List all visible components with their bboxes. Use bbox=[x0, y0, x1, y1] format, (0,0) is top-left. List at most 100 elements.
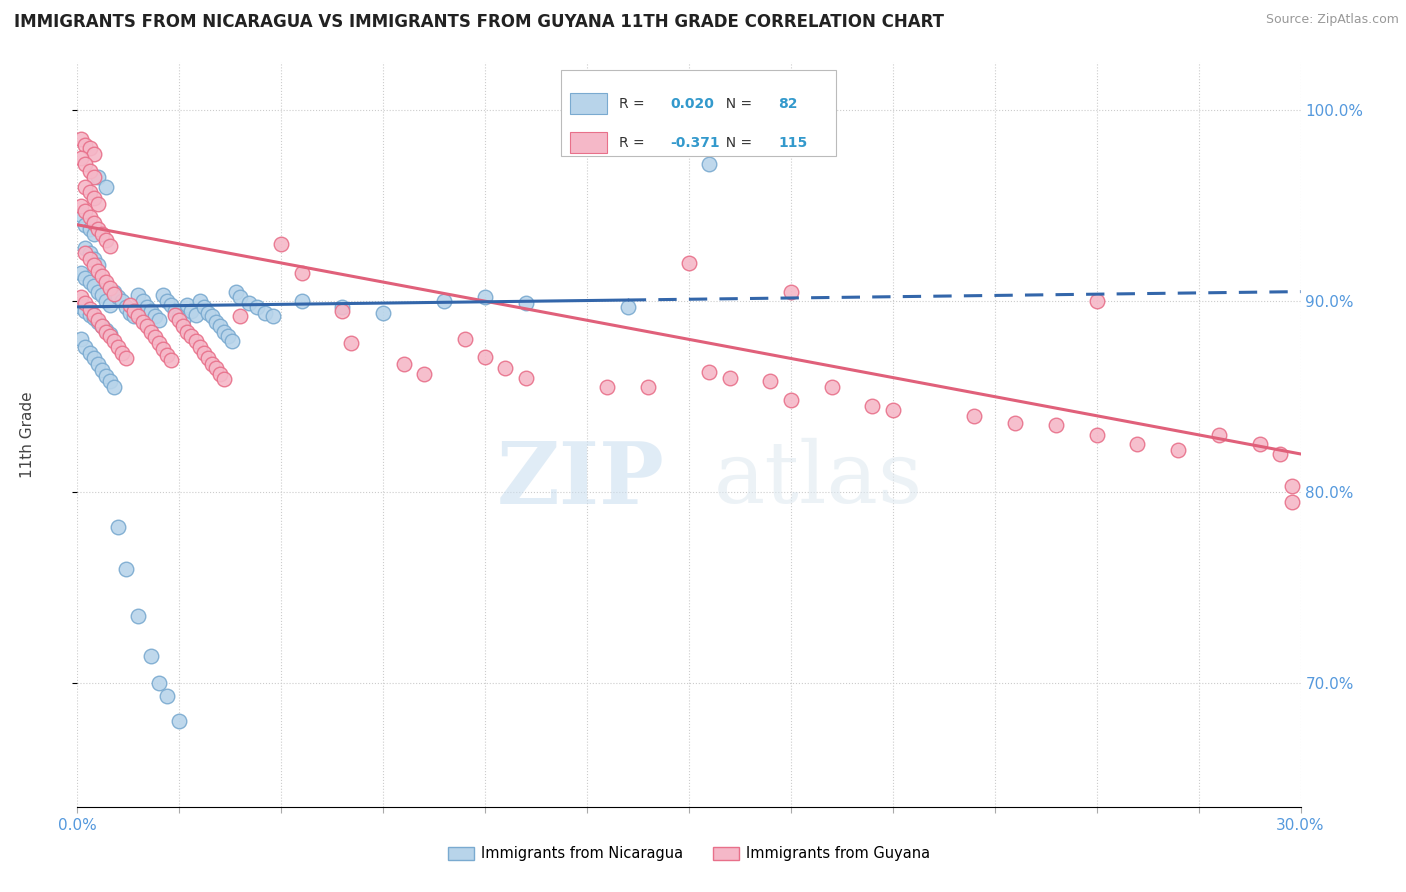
Point bbox=[90, 318, 112, 333]
Point bbox=[1004, 417, 1026, 431]
Point bbox=[70, 132, 93, 146]
Point bbox=[94, 368, 117, 383]
Point bbox=[87, 169, 110, 184]
FancyBboxPatch shape bbox=[571, 132, 607, 153]
Point bbox=[75, 296, 97, 310]
Point bbox=[70, 332, 93, 346]
Point bbox=[212, 372, 235, 386]
Point bbox=[128, 310, 150, 324]
Point bbox=[75, 156, 97, 170]
Point bbox=[1281, 494, 1303, 508]
Point bbox=[1167, 443, 1189, 458]
Point bbox=[124, 303, 146, 318]
Point bbox=[225, 285, 247, 299]
Point bbox=[152, 288, 174, 302]
Point bbox=[70, 300, 93, 314]
Point bbox=[718, 370, 741, 384]
Point bbox=[454, 332, 477, 346]
Point bbox=[70, 199, 93, 213]
Point bbox=[1281, 479, 1303, 493]
Point bbox=[70, 151, 93, 165]
Point bbox=[87, 313, 110, 327]
Point bbox=[83, 252, 105, 267]
Point bbox=[79, 252, 101, 267]
Point bbox=[882, 403, 904, 417]
Text: R =: R = bbox=[619, 96, 650, 111]
Point bbox=[70, 290, 93, 304]
Point bbox=[83, 216, 105, 230]
Point bbox=[83, 351, 105, 366]
Point bbox=[87, 315, 110, 329]
Point bbox=[83, 147, 105, 161]
Text: -0.371: -0.371 bbox=[671, 136, 720, 150]
Point bbox=[172, 318, 194, 333]
Point bbox=[98, 328, 121, 343]
Point bbox=[79, 246, 101, 260]
Point bbox=[184, 308, 207, 322]
Point bbox=[124, 310, 146, 324]
Point bbox=[79, 210, 101, 224]
Point bbox=[699, 365, 721, 379]
Point bbox=[1208, 427, 1230, 442]
Point bbox=[332, 300, 354, 314]
FancyBboxPatch shape bbox=[561, 70, 835, 155]
Point bbox=[205, 315, 228, 329]
Point bbox=[474, 290, 496, 304]
Point bbox=[433, 294, 456, 309]
Point bbox=[169, 313, 191, 327]
Point bbox=[75, 303, 97, 318]
Point bbox=[291, 294, 314, 309]
Point bbox=[221, 334, 243, 349]
Point bbox=[209, 318, 232, 333]
Point bbox=[148, 336, 170, 351]
Point bbox=[83, 278, 105, 293]
Point bbox=[87, 263, 110, 277]
Point bbox=[75, 340, 97, 354]
Text: 0.020: 0.020 bbox=[671, 96, 714, 111]
Text: N =: N = bbox=[717, 136, 756, 150]
Point bbox=[75, 241, 97, 255]
Point bbox=[139, 325, 162, 339]
Point bbox=[1085, 427, 1108, 442]
Point bbox=[70, 208, 93, 222]
Point bbox=[139, 649, 162, 664]
Point bbox=[103, 285, 125, 299]
Point bbox=[160, 298, 183, 312]
Point bbox=[148, 313, 170, 327]
Point bbox=[270, 236, 292, 251]
Point bbox=[98, 326, 121, 341]
Point bbox=[165, 303, 187, 318]
Text: IMMIGRANTS FROM NICARAGUA VS IMMIGRANTS FROM GUYANA 11TH GRADE CORRELATION CHART: IMMIGRANTS FROM NICARAGUA VS IMMIGRANTS … bbox=[14, 13, 943, 31]
Text: ZIP: ZIP bbox=[496, 438, 665, 522]
Point bbox=[515, 296, 537, 310]
Point bbox=[87, 285, 110, 299]
Text: 115: 115 bbox=[779, 136, 807, 150]
Point bbox=[160, 353, 183, 368]
Point bbox=[821, 380, 844, 394]
Point bbox=[392, 357, 415, 371]
Point bbox=[83, 308, 105, 322]
Point bbox=[98, 375, 121, 389]
Point bbox=[75, 137, 97, 152]
Point bbox=[1045, 418, 1067, 433]
Point bbox=[75, 179, 97, 194]
Point bbox=[83, 191, 105, 205]
Y-axis label: 11th Grade: 11th Grade bbox=[20, 392, 35, 478]
Text: Source: ZipAtlas.com: Source: ZipAtlas.com bbox=[1265, 13, 1399, 27]
Point bbox=[169, 714, 191, 729]
Point bbox=[246, 300, 269, 314]
Point bbox=[413, 367, 436, 381]
Point bbox=[188, 340, 211, 354]
Point bbox=[87, 258, 110, 272]
Point bbox=[94, 323, 117, 337]
Point bbox=[79, 301, 101, 316]
Point bbox=[90, 363, 112, 377]
Point bbox=[176, 325, 198, 339]
Point bbox=[79, 164, 101, 178]
Point bbox=[156, 348, 179, 362]
Point bbox=[963, 409, 986, 423]
Text: R =: R = bbox=[619, 136, 650, 150]
Point bbox=[152, 342, 174, 356]
Point bbox=[193, 300, 215, 314]
Point bbox=[83, 169, 105, 184]
